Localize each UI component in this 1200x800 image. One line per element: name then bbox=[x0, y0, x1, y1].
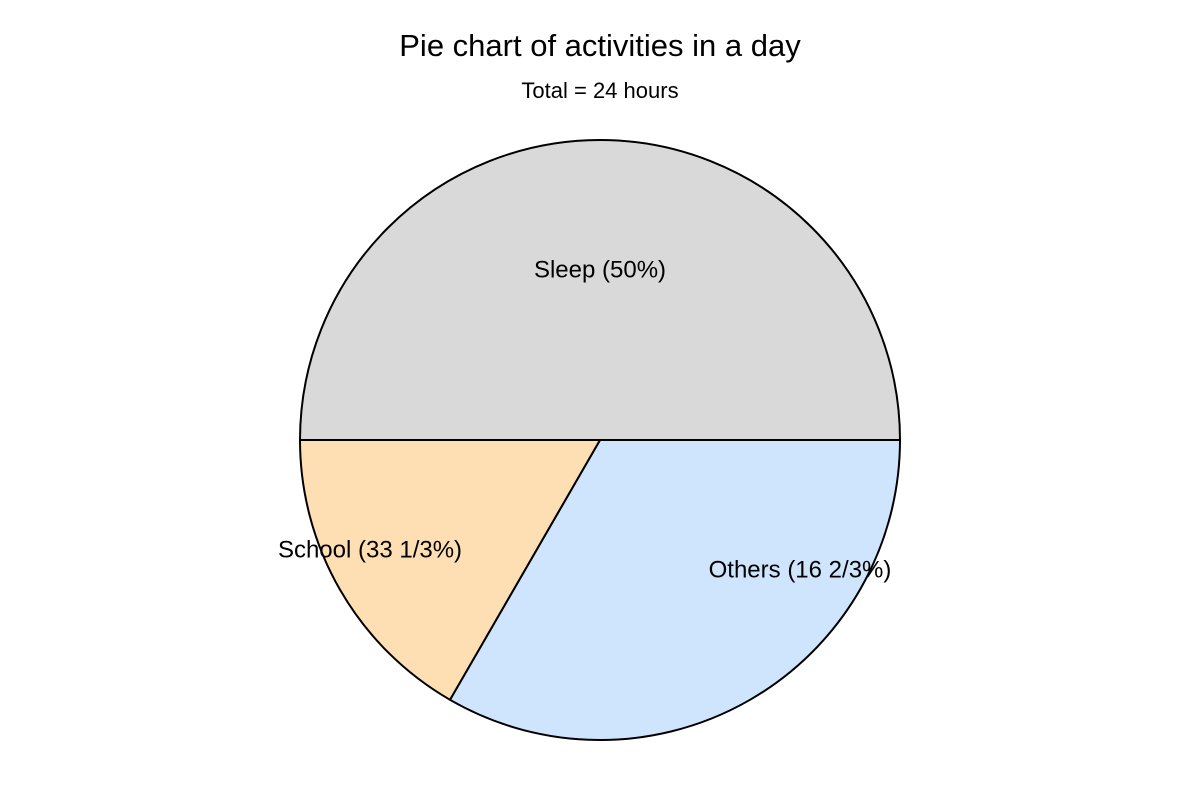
chart-subtitle: Total = 24 hours bbox=[521, 78, 679, 103]
pie-slice-label: School (33 1/3%) bbox=[278, 536, 462, 563]
pie-slice bbox=[448, 439, 902, 742]
chart-title: Pie chart of activities in a day bbox=[399, 28, 801, 63]
pie-slice bbox=[298, 139, 902, 441]
pie-labels: Sleep (50%) School (33 1/3%) Others (16 2/… bbox=[278, 256, 891, 583]
pie-slice-label: Others (16 2/3%) bbox=[709, 556, 892, 583]
pie-slices bbox=[298, 139, 902, 742]
pie-slice-label: Sleep (50%) bbox=[534, 256, 666, 283]
pie-slice bbox=[298, 439, 602, 702]
